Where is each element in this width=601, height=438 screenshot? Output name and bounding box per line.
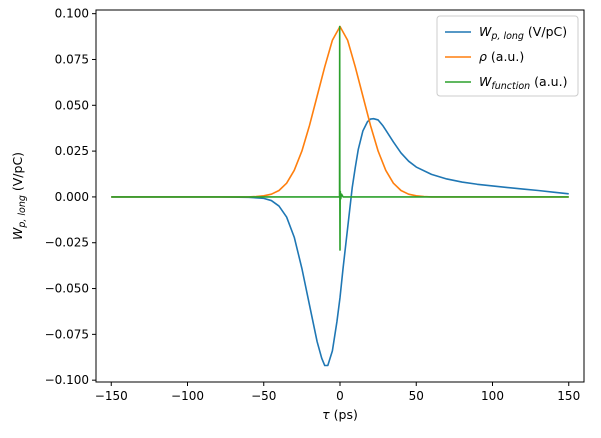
y-tick-label: 0.100 (55, 7, 89, 21)
y-tick-label: 0.075 (55, 52, 89, 66)
y-tick-label: −0.050 (45, 282, 89, 296)
legend-box (436, 15, 579, 97)
y-tick-label: −0.100 (45, 373, 89, 387)
legend-entry-label: ρ (a.u.) (479, 49, 524, 64)
legend-entry-label: Wfunction (a.u.) (479, 74, 567, 92)
x-tick-label: −50 (251, 389, 276, 403)
x-axis-ticks: −150 −100 −50 0 50 100 150 (95, 382, 580, 403)
y-axis-ticks: −0.100 −0.075 −0.050 −0.025 0.000 0.025 0.050 0… (45, 7, 96, 387)
x-tick-label: 0 (336, 389, 344, 403)
x-tick-label: 50 (409, 389, 424, 403)
y-axis-label: Wp, long (V/pC) (10, 152, 28, 240)
x-tick-label: −150 (95, 389, 128, 403)
y-tick-label: 0.025 (55, 144, 89, 158)
x-tick-label: 150 (557, 389, 580, 403)
legend: Wp, long (V/pC) ρ (a.u.) Wfunction (a.u.) (436, 15, 579, 97)
y-tick-label: 0.000 (55, 190, 89, 204)
x-tick-label: 100 (481, 389, 504, 403)
x-axis-label: τ (ps) (322, 407, 358, 422)
legend-entry-label: Wp, long (V/pC) (479, 24, 567, 42)
y-tick-label: 0.050 (55, 98, 89, 112)
series-line-3 (111, 25, 569, 251)
series-line-1 (111, 117, 569, 367)
series-layer (111, 25, 569, 367)
y-tick-label: −0.025 (45, 236, 89, 250)
x-tick-label: −100 (171, 389, 204, 403)
y-tick-label: −0.075 (45, 327, 89, 341)
